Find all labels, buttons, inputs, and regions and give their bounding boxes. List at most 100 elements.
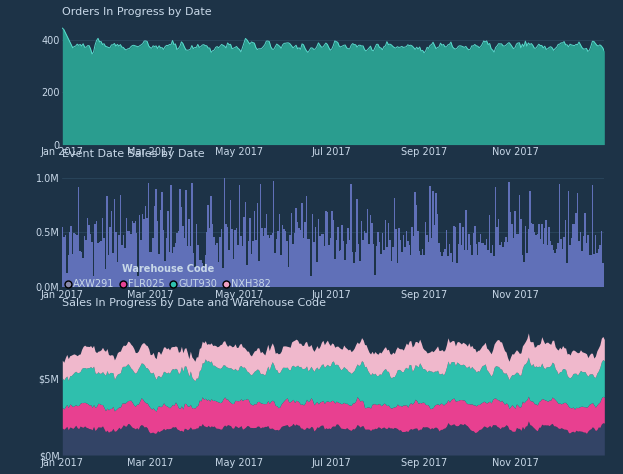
Bar (111, 210, 112, 287)
Bar (65, 235, 66, 287)
Bar (182, 226, 184, 287)
Bar (502, 246, 504, 287)
Bar (307, 239, 309, 287)
Bar (379, 242, 380, 287)
Bar (367, 209, 368, 287)
Bar (330, 238, 331, 287)
Bar (158, 254, 160, 287)
Bar (486, 239, 487, 287)
Bar (447, 256, 449, 287)
Bar (402, 235, 404, 287)
Bar (230, 200, 231, 287)
Bar (597, 249, 599, 287)
Bar (350, 184, 352, 287)
Bar (179, 189, 181, 287)
Bar (255, 240, 257, 287)
Bar (462, 227, 464, 287)
Bar (300, 229, 302, 287)
Bar (321, 234, 322, 287)
Bar (409, 245, 410, 287)
Bar (489, 215, 490, 287)
Bar (312, 213, 313, 287)
Bar (109, 227, 111, 287)
Bar (178, 231, 179, 287)
Bar (487, 250, 489, 287)
Bar (468, 234, 470, 287)
Bar (540, 239, 541, 287)
Bar (275, 253, 276, 287)
Bar (465, 210, 467, 287)
Bar (554, 253, 556, 287)
Bar (103, 238, 105, 287)
Bar (72, 254, 74, 287)
Bar (112, 253, 113, 287)
Bar (363, 240, 364, 287)
Bar (265, 214, 267, 287)
Bar (547, 245, 548, 287)
Bar (470, 245, 471, 287)
Bar (565, 220, 566, 287)
Bar (550, 241, 551, 287)
Bar (120, 195, 121, 287)
Bar (261, 228, 262, 287)
Bar (323, 246, 325, 287)
Bar (493, 256, 495, 287)
Bar (417, 231, 419, 287)
Bar (249, 218, 250, 287)
Bar (425, 222, 426, 287)
Bar (340, 250, 341, 287)
Bar (292, 244, 294, 287)
Bar (389, 240, 391, 287)
Bar (380, 255, 382, 287)
Bar (439, 243, 440, 287)
Bar (185, 190, 187, 287)
Bar (78, 187, 79, 287)
Bar (520, 219, 521, 287)
Bar (560, 238, 562, 287)
Bar (370, 216, 371, 287)
Bar (113, 199, 115, 287)
Bar (62, 227, 63, 287)
Bar (589, 255, 590, 287)
Bar (359, 261, 361, 287)
Bar (117, 262, 118, 287)
Bar (499, 245, 501, 287)
Bar (124, 248, 126, 287)
Bar (143, 219, 145, 287)
Bar (81, 252, 82, 287)
Bar (480, 234, 482, 287)
Bar (558, 243, 559, 287)
Bar (289, 235, 291, 287)
Bar (94, 224, 96, 287)
Bar (601, 231, 602, 287)
Bar (458, 244, 459, 287)
Bar (226, 224, 227, 287)
Bar (248, 241, 249, 287)
Bar (313, 242, 315, 287)
Bar (495, 187, 497, 287)
Bar (272, 233, 273, 287)
Bar (93, 276, 94, 287)
Bar (361, 221, 363, 287)
Bar (456, 263, 458, 287)
Bar (150, 252, 151, 287)
Bar (191, 183, 193, 287)
Bar (525, 226, 526, 287)
Bar (604, 220, 605, 287)
Bar (207, 205, 209, 287)
Bar (164, 261, 166, 287)
Bar (168, 210, 169, 287)
Bar (397, 263, 398, 287)
Bar (243, 217, 245, 287)
Bar (240, 236, 242, 287)
Bar (406, 231, 407, 287)
Bar (233, 259, 234, 287)
Bar (160, 210, 161, 287)
Bar (115, 232, 117, 287)
Bar (170, 185, 172, 287)
Bar (199, 260, 200, 287)
Bar (368, 244, 370, 287)
Bar (569, 246, 571, 287)
Bar (145, 207, 146, 287)
Bar (283, 229, 285, 287)
